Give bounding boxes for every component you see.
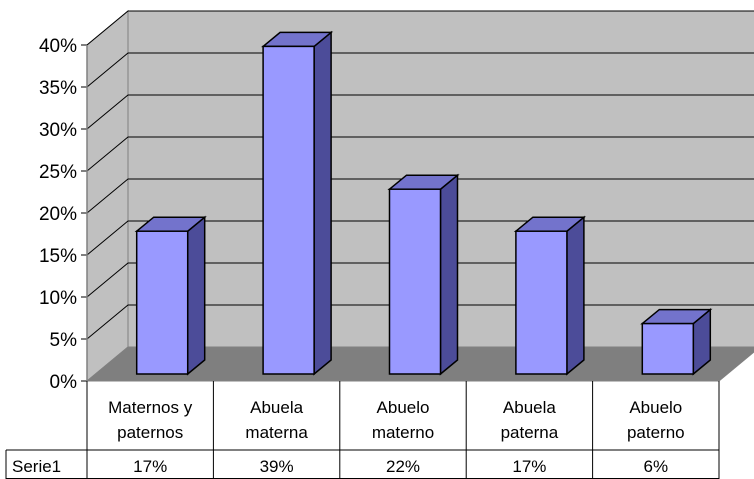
bar-side [313,30,332,376]
y-tick-label: 15% [39,246,77,267]
y-tick-label: 10% [39,288,77,309]
bar [134,215,207,376]
y-tick-label: 35% [39,78,77,99]
x-tick-label-line: Abuela [503,398,556,417]
x-tick-label-line: materna [245,423,308,442]
bar-side [566,215,585,376]
gridline [86,136,754,172]
x-tick-label: Abuela paterna [501,398,559,442]
bar [640,308,713,376]
bar [387,173,460,376]
x-tick-label-line: paternos [117,423,183,442]
x-tick-label-line: paterno [627,423,685,442]
bar-front [641,322,695,375]
x-tick-label: Abuela materna [245,398,308,442]
data-table: Maternos y paternos Abuela materna Abuelo mat… [5,381,720,479]
bar-front [388,188,442,375]
data-label: 6% [644,457,669,476]
data-label: 39% [260,457,294,476]
y-tick-label: 30% [39,120,77,141]
gridline [86,52,754,88]
x-tick-label-line: materno [372,423,434,442]
bar-side [439,173,459,376]
x-tick-label: Abuelo materno [372,398,434,442]
x-tick-label-line: paterna [501,423,559,442]
bar-front [515,230,568,375]
y-tick-label: 20% [39,204,77,225]
bar-front [135,230,189,375]
x-tick-label-line: Abuela [250,398,303,417]
data-label: 22% [386,457,420,476]
series-name: Serie1 [12,457,61,476]
y-axis: 0% 5% 10% 15% 20% 25% 30% 35% 40% [39,36,88,393]
x-tick-label: Maternos y paternos [108,398,193,442]
gridline [86,10,754,46]
y-tick-label: 5% [50,330,78,351]
gridline [86,178,754,214]
gridline [86,94,754,130]
data-label: 17% [133,457,167,476]
bar [513,215,586,376]
y-tick-label: 0% [50,372,78,393]
x-tick-label-line: Abuelo [629,398,682,417]
bar-front [262,45,315,375]
x-tick-label-line: Maternos y [108,398,193,417]
y-tick-label: 40% [39,36,77,57]
data-label: 17% [512,457,546,476]
y-tick-label: 25% [39,162,77,183]
x-tick-label: Abuelo paterno [627,398,685,442]
bars [134,30,713,376]
bar-side [186,215,206,376]
bar [261,30,334,376]
x-tick-label-line: Abuelo [377,398,430,417]
